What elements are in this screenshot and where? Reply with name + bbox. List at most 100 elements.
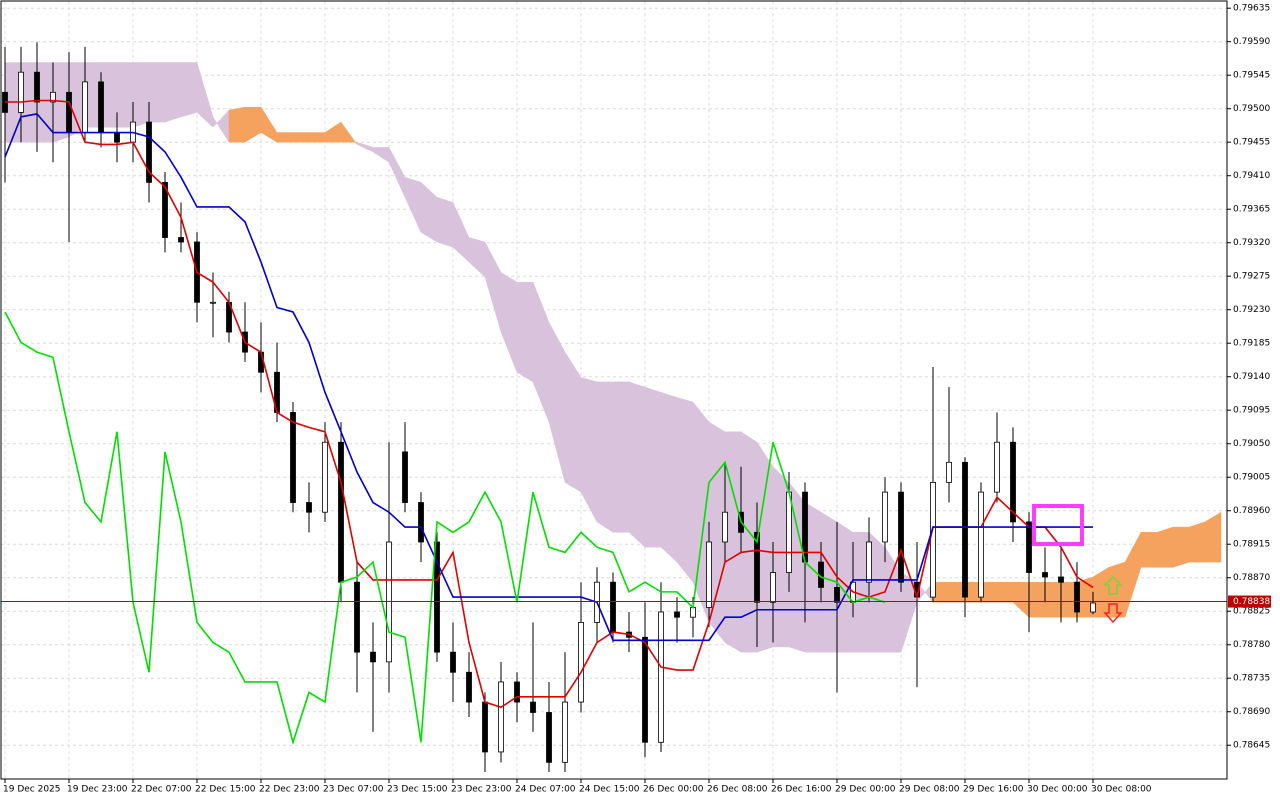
x-tick-label: 23 Dec 15:00 xyxy=(387,785,448,795)
candle-body xyxy=(946,461,952,483)
candle-body xyxy=(418,502,424,543)
candle-body xyxy=(466,671,472,703)
y-tick-label: 0.78915 xyxy=(1233,540,1270,550)
current-price-label: 0.78838 xyxy=(1233,597,1270,607)
cloud-segment xyxy=(180,62,198,118)
x-tick-label: 22 Dec 07:00 xyxy=(131,785,192,795)
candle-body xyxy=(642,636,648,743)
candle-body xyxy=(1042,572,1048,578)
cloud-segment xyxy=(116,62,134,128)
cloud-segment xyxy=(436,196,454,248)
up-arrow xyxy=(1103,575,1123,595)
candle-body xyxy=(882,491,888,543)
y-tick-label: 0.79320 xyxy=(1233,238,1270,248)
candle-body xyxy=(498,681,504,753)
candle-body xyxy=(434,541,440,653)
cloud-segment xyxy=(1156,526,1174,568)
x-tick-label: 24 Dec 07:00 xyxy=(515,785,576,795)
cloud-segment xyxy=(292,132,310,143)
candle-body xyxy=(1026,521,1032,573)
indicator-lines xyxy=(4,99,1094,746)
y-tick-label: 0.79140 xyxy=(1233,372,1270,382)
x-tick-label: 29 Dec 00:00 xyxy=(835,785,896,795)
x-tick-label: 24 Dec 15:00 xyxy=(579,785,640,795)
candle-body xyxy=(674,611,680,618)
indicator-line xyxy=(5,99,1094,709)
candle-body xyxy=(450,651,456,673)
candle-body xyxy=(162,182,168,238)
cloud-segment xyxy=(628,381,646,548)
cloud-segment xyxy=(276,132,294,143)
highlight-box xyxy=(1032,504,1084,546)
candle-body xyxy=(1058,576,1064,583)
candle-body xyxy=(722,511,728,543)
x-tick-label: 29 Dec 08:00 xyxy=(899,785,960,795)
candle-body xyxy=(146,121,152,183)
candle-body xyxy=(578,622,584,703)
cloud-segment xyxy=(1204,511,1222,563)
candle-body xyxy=(962,461,968,598)
y-tick-label: 0.79590 xyxy=(1233,37,1270,47)
candle-body xyxy=(50,91,56,103)
candle-body xyxy=(530,701,536,713)
cloud-segment xyxy=(516,281,534,383)
cloud-segment xyxy=(644,386,662,548)
down-arrow xyxy=(1103,603,1123,624)
x-tick-label: 30 Dec 00:00 xyxy=(1027,785,1088,795)
cloud-segment xyxy=(676,397,694,583)
y-tick-label: 0.78960 xyxy=(1233,506,1270,516)
candle-body xyxy=(978,491,984,598)
cloud-segment xyxy=(1188,521,1206,563)
candle-body xyxy=(290,412,296,503)
candle-body xyxy=(18,71,24,113)
cloud-segment xyxy=(228,106,246,143)
x-tick-label: 19 Dec 23:00 xyxy=(67,785,128,795)
candle-body xyxy=(354,581,360,653)
y-tick-label: 0.78735 xyxy=(1233,674,1270,684)
cloud-segment xyxy=(660,392,678,563)
cloud-segment xyxy=(148,62,166,123)
y-tick-label: 0.79005 xyxy=(1233,473,1270,483)
cloud-segment xyxy=(1172,526,1190,568)
candle-body xyxy=(482,701,488,753)
candle-body xyxy=(210,301,216,304)
x-tick-label: 22 Dec 23:00 xyxy=(259,785,320,795)
cloud-segment xyxy=(1140,532,1158,568)
candle-body xyxy=(338,441,344,583)
current-price-tag xyxy=(1228,595,1271,608)
candle-body xyxy=(866,541,872,583)
x-tick-label: 26 Dec 16:00 xyxy=(771,785,832,795)
x-tick-label: 22 Dec 15:00 xyxy=(195,785,256,795)
y-tick-label: 0.79500 xyxy=(1233,104,1270,114)
candle-body xyxy=(930,482,936,598)
candle-body xyxy=(114,132,120,143)
candle-body xyxy=(82,81,88,133)
candle-body xyxy=(66,91,72,133)
y-tick-label: 0.78825 xyxy=(1233,607,1270,617)
candle-body xyxy=(546,712,552,763)
y-tick-label: 0.78870 xyxy=(1233,573,1270,583)
candle-body xyxy=(1090,602,1096,613)
candle-body xyxy=(898,491,904,583)
candle-body xyxy=(322,441,328,513)
y-tick-label: 0.79635 xyxy=(1233,4,1270,14)
candle-body xyxy=(1074,581,1080,613)
axis: 0.79635 0.79590 0.79545 0.79500 0.79455 0.794… xyxy=(1,4,1271,795)
cloud-segment xyxy=(996,581,1014,603)
candle-body xyxy=(994,441,1000,493)
x-tick-label: 19 Dec 2025 xyxy=(3,785,61,795)
candle-body xyxy=(610,581,616,633)
y-tick-label: 0.78690 xyxy=(1233,707,1270,717)
y-tick-label: 0.79455 xyxy=(1233,138,1270,148)
candle-body xyxy=(98,81,104,133)
cloud-segment xyxy=(132,62,150,128)
cloud-segment xyxy=(596,381,614,533)
cloud xyxy=(4,62,1222,653)
candle-body xyxy=(770,572,776,603)
x-tick-label: 26 Dec 00:00 xyxy=(643,785,704,795)
y-tick-label: 0.79050 xyxy=(1233,439,1270,449)
candle-body xyxy=(706,541,712,608)
x-tick-label: 26 Dec 08:00 xyxy=(707,785,768,795)
x-tick-label: 30 Dec 08:00 xyxy=(1091,785,1152,795)
